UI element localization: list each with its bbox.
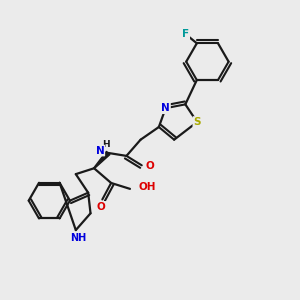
Text: O: O bbox=[145, 161, 154, 171]
Text: NH: NH bbox=[70, 233, 87, 243]
Text: F: F bbox=[182, 29, 189, 39]
Text: N: N bbox=[96, 146, 104, 156]
Text: N: N bbox=[161, 103, 170, 113]
Text: H: H bbox=[102, 140, 110, 149]
Text: S: S bbox=[194, 117, 201, 127]
Text: OH: OH bbox=[139, 182, 156, 191]
Polygon shape bbox=[94, 151, 110, 169]
Text: O: O bbox=[97, 202, 105, 212]
